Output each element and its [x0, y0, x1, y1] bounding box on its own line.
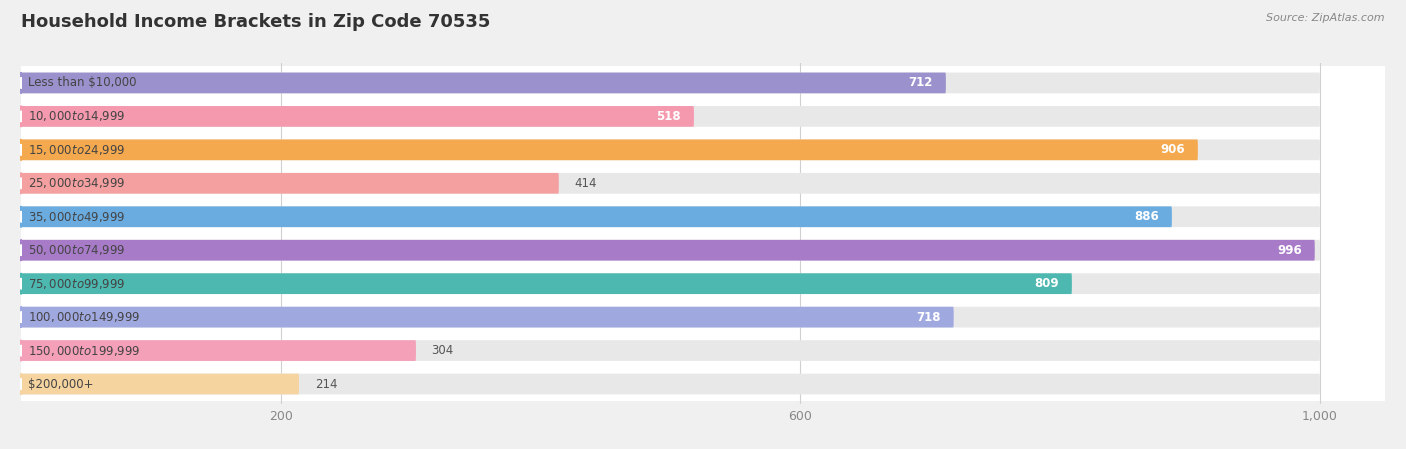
FancyBboxPatch shape [21, 374, 1320, 394]
Text: $100,000 to $149,999: $100,000 to $149,999 [28, 310, 141, 324]
FancyBboxPatch shape [21, 66, 1385, 100]
Text: Household Income Brackets in Zip Code 70535: Household Income Brackets in Zip Code 70… [21, 13, 491, 31]
Text: $150,000 to $199,999: $150,000 to $199,999 [28, 343, 141, 357]
Text: 718: 718 [917, 311, 941, 324]
Text: $25,000 to $34,999: $25,000 to $34,999 [28, 176, 127, 190]
Text: 906: 906 [1160, 143, 1185, 156]
Text: $75,000 to $99,999: $75,000 to $99,999 [28, 277, 127, 291]
FancyBboxPatch shape [21, 340, 1320, 361]
FancyBboxPatch shape [21, 106, 695, 127]
FancyBboxPatch shape [21, 173, 558, 194]
FancyBboxPatch shape [21, 200, 1385, 233]
Text: 712: 712 [908, 76, 934, 89]
FancyBboxPatch shape [21, 307, 953, 327]
FancyBboxPatch shape [21, 340, 416, 361]
Text: 886: 886 [1135, 210, 1159, 223]
FancyBboxPatch shape [21, 167, 1385, 200]
FancyBboxPatch shape [21, 334, 1385, 367]
FancyBboxPatch shape [21, 173, 1320, 194]
FancyBboxPatch shape [21, 273, 1071, 294]
Text: 214: 214 [315, 378, 337, 391]
Text: $10,000 to $14,999: $10,000 to $14,999 [28, 110, 127, 123]
FancyBboxPatch shape [21, 207, 1171, 227]
FancyBboxPatch shape [21, 307, 1320, 327]
FancyBboxPatch shape [21, 273, 1320, 294]
FancyBboxPatch shape [21, 240, 1320, 260]
FancyBboxPatch shape [21, 140, 1198, 160]
FancyBboxPatch shape [21, 106, 1320, 127]
Text: 996: 996 [1277, 244, 1302, 257]
Text: $200,000+: $200,000+ [28, 378, 94, 391]
FancyBboxPatch shape [21, 73, 946, 93]
FancyBboxPatch shape [21, 133, 1385, 167]
FancyBboxPatch shape [21, 73, 1320, 93]
FancyBboxPatch shape [21, 374, 299, 394]
FancyBboxPatch shape [21, 140, 1320, 160]
FancyBboxPatch shape [21, 300, 1385, 334]
FancyBboxPatch shape [21, 267, 1385, 300]
Text: $50,000 to $74,999: $50,000 to $74,999 [28, 243, 127, 257]
Text: 304: 304 [432, 344, 454, 357]
Text: 414: 414 [575, 177, 598, 190]
FancyBboxPatch shape [21, 207, 1320, 227]
FancyBboxPatch shape [21, 367, 1385, 401]
Text: 809: 809 [1035, 277, 1059, 290]
FancyBboxPatch shape [21, 100, 1385, 133]
Text: Source: ZipAtlas.com: Source: ZipAtlas.com [1267, 13, 1385, 23]
Text: 518: 518 [657, 110, 681, 123]
Text: Less than $10,000: Less than $10,000 [28, 76, 136, 89]
FancyBboxPatch shape [21, 233, 1385, 267]
Text: $15,000 to $24,999: $15,000 to $24,999 [28, 143, 127, 157]
Text: $35,000 to $49,999: $35,000 to $49,999 [28, 210, 127, 224]
FancyBboxPatch shape [21, 240, 1315, 260]
